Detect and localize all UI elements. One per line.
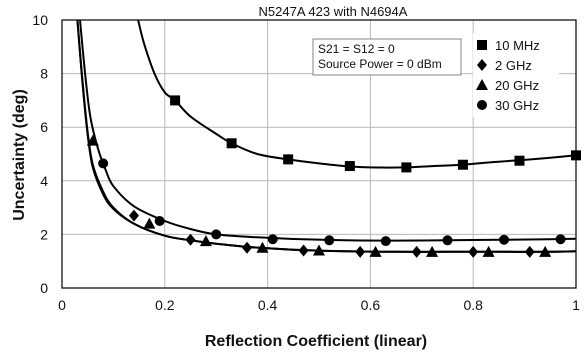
y-axis-label: Uncertainty (deg) — [11, 89, 28, 221]
marker-30ghz — [98, 158, 109, 169]
legend-marker-20ghz — [476, 79, 488, 90]
marker-20ghz — [143, 217, 156, 229]
annotation-box: S21 = S12 = 0 Source Power = 0 dBm — [312, 38, 462, 76]
marker-10mhz — [401, 162, 412, 173]
legend-marker-30ghz — [477, 100, 487, 110]
marker-10mhz — [226, 138, 237, 149]
marker-30ghz — [499, 234, 510, 245]
x-axis-label: Reflection Coefficient (linear) — [205, 333, 427, 350]
marker-30ghz — [555, 234, 566, 245]
marker-20ghz — [199, 235, 212, 247]
y-tick-label: 10 — [32, 12, 48, 28]
legend-label-2ghz: 2 GHz — [495, 58, 532, 73]
legend-label-20ghz: 20 GHz — [495, 78, 539, 93]
marker-20ghz — [256, 241, 269, 253]
marker-10mhz — [283, 154, 294, 165]
marker-30ghz — [267, 234, 278, 245]
legend-marker-10mhz — [477, 40, 487, 50]
y-tick-label: 8 — [40, 66, 48, 82]
marker-10mhz — [457, 159, 468, 170]
plot-frame — [61, 19, 577, 289]
x-tick-label: 1 — [572, 297, 580, 313]
marker-20ghz — [86, 134, 99, 146]
y-tick-label: 2 — [40, 226, 48, 242]
marker-20ghz — [426, 245, 439, 257]
x-tick-label: 0.8 — [463, 297, 483, 313]
annotation-line-1: S21 = S12 = 0 — [318, 42, 395, 56]
marker-2ghz — [524, 245, 535, 258]
x-tick-label: 0 — [58, 297, 66, 313]
marker-10mhz — [344, 161, 355, 172]
legend: 10 MHz 2 GHz 20 GHz 30 GHz — [473, 33, 559, 117]
marker-2ghz — [411, 245, 422, 258]
x-tick-label: 0.6 — [361, 297, 381, 313]
marker-2ghz — [128, 209, 139, 222]
series-line-20ghz — [76, 20, 576, 253]
marker-20ghz — [313, 244, 325, 256]
legend-background — [473, 33, 559, 117]
legend-label-30ghz: 30 GHz — [495, 98, 539, 113]
y-tick-label: 4 — [40, 173, 48, 189]
marker-10mhz — [170, 95, 181, 106]
marker-10mhz — [514, 155, 525, 166]
annotation-frame — [312, 38, 462, 76]
annotation-line-2: Source Power = 0 dBm — [318, 57, 442, 71]
marker-2ghz — [355, 245, 366, 258]
marker-2ghz — [185, 233, 196, 246]
marker-30ghz — [211, 229, 222, 240]
marker-2ghz — [242, 241, 253, 254]
marker-30ghz — [324, 235, 335, 246]
marker-20ghz — [482, 245, 495, 257]
chart-title: N5247A 423 with N4694A — [259, 4, 408, 19]
marker-2ghz — [468, 245, 479, 258]
y-tick-label: 6 — [40, 119, 48, 135]
x-tick-label: 0.2 — [155, 297, 175, 313]
series-markers — [86, 95, 581, 258]
marker-2ghz — [298, 244, 309, 257]
y-tick-label: 0 — [40, 280, 48, 296]
marker-30ghz — [154, 216, 165, 226]
x-tick-label: 0.4 — [258, 297, 278, 313]
marker-20ghz — [369, 245, 382, 257]
marker-20ghz — [539, 245, 552, 257]
legend-marker-2ghz — [477, 59, 487, 71]
legend-label-10mhz: 10 MHz — [495, 38, 540, 53]
marker-30ghz — [380, 236, 391, 247]
marker-30ghz — [442, 235, 453, 246]
series-line-10mhz — [137, 20, 576, 169]
